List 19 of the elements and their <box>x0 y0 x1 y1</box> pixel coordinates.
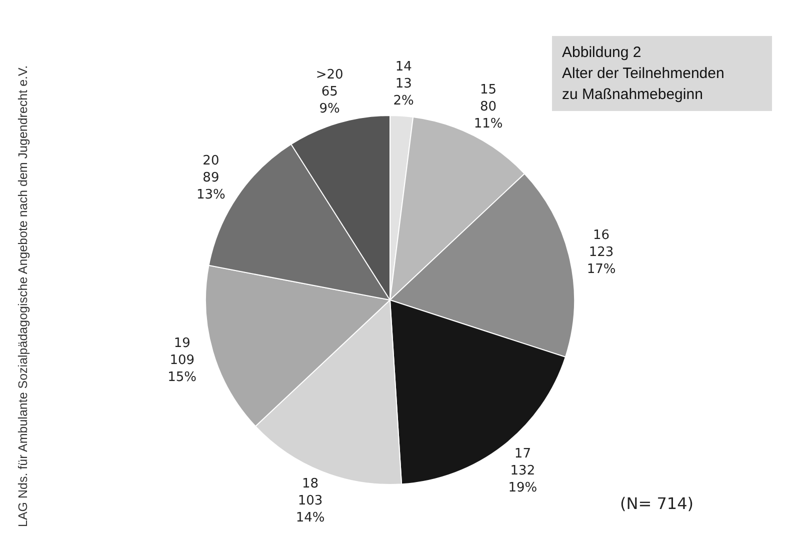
data-label: 13 2% <box>393 76 414 108</box>
slice-label: 16 <box>593 228 610 244</box>
text: LAG Nds. für Ambulante Sozialpädagogische Angebote nach dem Jugendrecht e.V. <box>16 65 30 527</box>
data-label: 109 15% <box>168 352 197 385</box>
chart-title: Abbildung 2 Alter der Teilnehmenden zu Maßnahmebeginn <box>562 43 726 105</box>
slice-label: 15 <box>480 82 497 98</box>
data-label: 80 11% <box>474 99 503 132</box>
slice-label: 19 <box>174 336 190 351</box>
text: (N= 714) <box>620 494 694 513</box>
slice-label: >20 <box>316 67 344 82</box>
slice-label: 18 <box>302 476 319 492</box>
data-label: 65 9% <box>319 84 340 116</box>
slice-label: 14 <box>395 59 412 74</box>
data-label: 89 13% <box>196 170 226 203</box>
slice-label: 17 <box>514 446 531 462</box>
data-label: 103 14% <box>296 494 325 526</box>
data-label: 132 19% <box>508 463 538 496</box>
slice-label: 20 <box>202 154 220 169</box>
data-label: 123 17% <box>586 245 616 278</box>
